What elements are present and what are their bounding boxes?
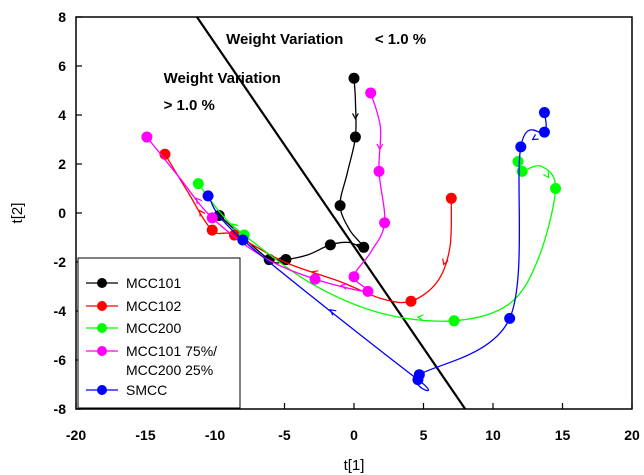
legend-item: MCC200	[86, 320, 181, 336]
data-point	[538, 107, 550, 119]
y-tick-label: 2	[58, 156, 66, 172]
direction-arrow	[231, 223, 239, 230]
data-point	[280, 254, 292, 266]
direction-arrow	[531, 133, 539, 141]
data-point	[202, 190, 214, 202]
data-point	[412, 374, 424, 386]
data-point	[358, 241, 370, 253]
data-point	[515, 141, 527, 153]
x-tick-label: -5	[278, 427, 291, 443]
legend-label: SMCC	[126, 382, 167, 398]
data-point	[349, 131, 361, 143]
legend-marker	[97, 278, 107, 288]
data-point	[192, 178, 204, 190]
y-tick-label: -6	[54, 352, 67, 368]
data-point	[334, 200, 346, 212]
data-point	[538, 126, 550, 138]
direction-arrow	[543, 171, 550, 179]
annotation-text: Weight Variation	[226, 31, 343, 48]
y-tick-label: 0	[58, 205, 66, 221]
y-axis-label: t[2]	[9, 203, 26, 224]
legend-label: MCC200	[126, 320, 181, 336]
annotation-text: Weight Variation	[164, 70, 281, 87]
data-point	[365, 87, 377, 99]
data-point	[348, 72, 360, 84]
weight-variation-boundary	[196, 16, 467, 410]
y-tick-label: 8	[58, 9, 66, 25]
direction-arrow	[376, 143, 384, 151]
legend-label: MCC102	[126, 298, 181, 314]
x-tick-label: -20	[66, 427, 86, 443]
data-point	[362, 285, 374, 297]
annotation-text: < 1.0 %	[375, 31, 426, 48]
boundary-layer	[196, 16, 467, 410]
data-point	[348, 271, 360, 283]
x-tick-label: -10	[205, 427, 225, 443]
direction-arrow	[416, 314, 424, 322]
legend-item: MCC102	[86, 298, 181, 314]
data-point	[448, 315, 460, 327]
series-layer	[141, 72, 562, 392]
data-point	[309, 273, 321, 285]
data-point	[206, 224, 218, 236]
y-tick-label: 4	[58, 107, 66, 123]
series-4	[202, 107, 550, 392]
legend-label: MCC200 25%	[126, 362, 213, 378]
y-tick-label: -8	[54, 401, 67, 417]
legend-marker	[97, 301, 107, 311]
x-tick-label: 10	[485, 427, 501, 443]
x-tick-label: 0	[350, 427, 358, 443]
x-tick-label: 5	[420, 427, 428, 443]
series-line	[207, 112, 547, 392]
legend-marker	[97, 323, 107, 333]
data-point	[379, 217, 391, 229]
x-tick-label: -15	[135, 427, 155, 443]
legend-item: MCC101	[86, 275, 181, 291]
data-point	[445, 192, 457, 204]
data-point	[504, 312, 516, 324]
series-1	[159, 148, 457, 307]
direction-arrow	[329, 308, 337, 316]
series-3	[141, 87, 391, 297]
series-line	[164, 153, 453, 304]
x-tick-label: 15	[555, 427, 571, 443]
y-tick-label: 6	[58, 58, 66, 74]
legend-item: MCC101 75%/ MCC200 25%	[86, 343, 217, 378]
annotations-layer: Weight Variation > 1.0 % Weight Variation <…	[164, 31, 427, 114]
data-point	[206, 212, 218, 224]
direction-arrow	[195, 197, 203, 205]
data-point	[405, 295, 417, 307]
direction-arrow	[351, 113, 359, 120]
direction-arrow	[199, 209, 206, 217]
y-tick-label: -4	[54, 303, 67, 319]
annotation-text: > 1.0 %	[164, 97, 215, 114]
legend-marker	[97, 346, 107, 356]
x-axis-label: t[1]	[344, 457, 365, 474]
data-point	[512, 156, 524, 168]
series-2	[192, 156, 562, 327]
legend-label: MCC101 75%/	[126, 343, 217, 359]
data-point	[373, 165, 385, 177]
data-point	[324, 239, 336, 251]
data-point	[550, 183, 562, 194]
legend-label: MCC101	[126, 275, 181, 291]
direction-arrow	[340, 283, 348, 290]
data-point	[237, 234, 249, 246]
legend-marker	[97, 385, 107, 395]
x-tick-label: 20	[624, 427, 640, 443]
data-point	[228, 229, 240, 241]
legend: MCC101 MCC102 MCC200 MCC101 75%/ MCC200 25% S…	[77, 257, 241, 409]
legend-item: SMCC	[86, 382, 167, 398]
data-point	[516, 165, 528, 177]
y-tick-label: -2	[54, 254, 67, 270]
data-point	[141, 131, 153, 143]
direction-arrow	[442, 258, 449, 266]
